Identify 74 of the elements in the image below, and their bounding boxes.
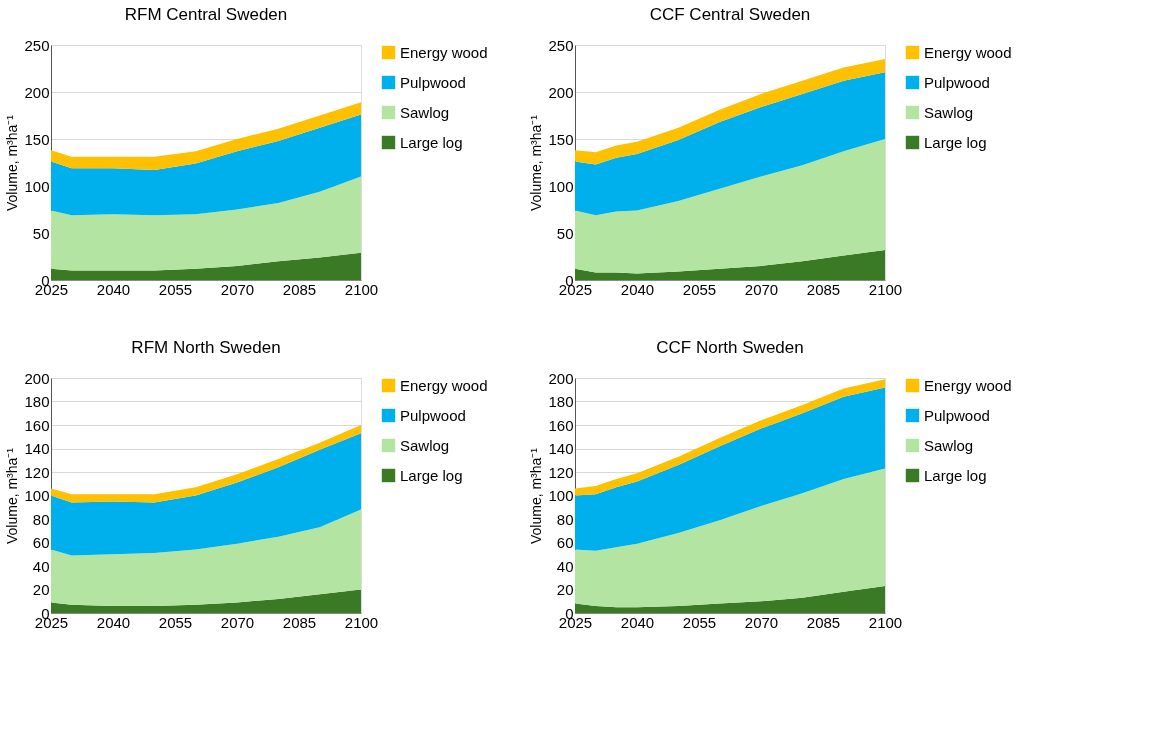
chart-title: RFM Central Sweden [124, 5, 288, 24]
x-tick-label: 2100 [344, 613, 379, 631]
x-tick-label: 2055 [158, 280, 193, 298]
y-tick-label: 150 [548, 130, 574, 148]
y-tick-label: 50 [556, 224, 574, 242]
y-tick-label: 80 [556, 510, 574, 528]
y-tick-label: 120 [548, 463, 574, 481]
legend-label: Pulpwood [924, 406, 990, 424]
y-tick-label: 180 [548, 393, 574, 410]
y-tick-label: 80 [32, 510, 50, 528]
x-tick-label: 2085 [282, 613, 317, 631]
y-axis-title: Volume, m³ha⁻¹ [4, 114, 21, 212]
x-tick-label: 2085 [806, 280, 841, 298]
y-tick-label: 200 [24, 83, 50, 101]
y-axis-title: Volume, m³ha⁻¹ [528, 114, 545, 212]
y-tick-label: 100 [548, 177, 574, 195]
x-tick-label: 2085 [806, 613, 841, 631]
y-tick-label: 140 [548, 440, 574, 457]
x-tick-label: 2100 [868, 280, 903, 298]
chart-title: CCF Central Sweden [649, 5, 811, 24]
x-tick-label: 2070 [220, 613, 255, 631]
y-tick-label: 180 [24, 393, 50, 410]
legend-label: Large log [924, 133, 987, 151]
legend-label: Energy wood [400, 43, 488, 61]
y-tick-label: 60 [32, 534, 50, 551]
legend-label: Sawlog [400, 103, 450, 121]
legend-label: Large log [400, 466, 463, 484]
x-tick-label: 2070 [220, 280, 255, 298]
x-tick-label: 2100 [344, 280, 379, 298]
y-tick-label: 60 [556, 534, 574, 551]
legend-label: Sawlog [400, 436, 450, 454]
y-tick-label: 100 [548, 487, 574, 504]
y-tick-label: 120 [24, 463, 50, 481]
y-tick-label: 50 [32, 224, 50, 242]
y-tick-label: 200 [548, 369, 574, 387]
y-tick-label: 100 [24, 177, 50, 195]
legend-label: Energy wood [924, 43, 1012, 61]
legend-label: Large log [924, 466, 987, 484]
y-tick-label: 200 [24, 369, 50, 387]
x-tick-label: 2100 [868, 613, 903, 631]
x-tick-label: 2055 [682, 280, 717, 298]
legend-label: Sawlog [924, 436, 974, 454]
y-tick-label: 140 [24, 440, 50, 457]
x-tick-label: 2040 [620, 613, 655, 631]
y-tick-label: 20 [32, 581, 50, 598]
chart-title: RFM North Sweden [131, 338, 281, 357]
y-tick-label: 160 [24, 416, 50, 434]
y-tick-label: 20 [556, 581, 574, 598]
legend-label: Pulpwood [924, 73, 990, 91]
y-tick-label: 100 [24, 487, 50, 504]
legend-label: Large log [400, 133, 463, 151]
legend-label: Pulpwood [400, 406, 466, 424]
legend-label: Energy wood [924, 376, 1012, 394]
x-tick-label: 2040 [620, 280, 655, 298]
legend-label: Pulpwood [400, 73, 466, 91]
y-tick-label: 250 [548, 36, 574, 54]
y-tick-label: 150 [24, 130, 50, 148]
x-tick-label: 2040 [96, 613, 131, 631]
legend-label: Sawlog [924, 103, 974, 121]
x-tick-label: 2070 [744, 280, 779, 298]
y-tick-label: 200 [548, 83, 574, 101]
y-tick-label: 40 [32, 557, 50, 575]
y-axis-title: Volume, m³ha⁻¹ [528, 447, 545, 545]
legend-label: Energy wood [400, 376, 488, 394]
y-tick-label: 160 [548, 416, 574, 434]
x-tick-label: 2040 [96, 280, 131, 298]
x-tick-label: 2085 [282, 280, 317, 298]
x-tick-label: 2055 [682, 613, 717, 631]
x-tick-label: 2055 [158, 613, 193, 631]
y-tick-label: 250 [24, 36, 50, 54]
y-tick-label: 40 [556, 557, 574, 575]
y-axis-title: Volume, m³ha⁻¹ [4, 447, 21, 545]
x-tick-label: 2070 [744, 613, 779, 631]
chart-title: CCF North Sweden [656, 338, 804, 357]
